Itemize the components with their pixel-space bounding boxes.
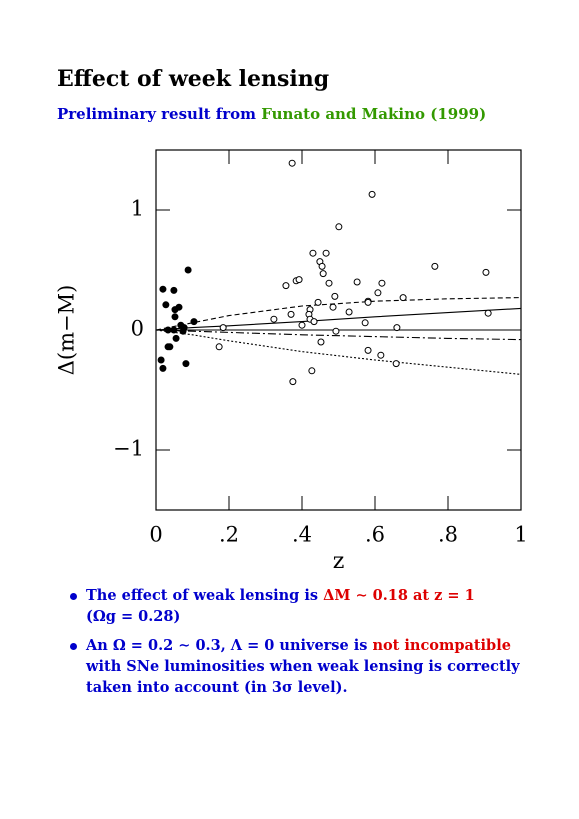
point — [378, 279, 386, 287]
y-tick-label: −1 — [113, 437, 144, 461]
curve — [155, 307, 522, 331]
curve — [155, 297, 522, 331]
point — [162, 301, 170, 309]
point — [399, 294, 407, 302]
point — [374, 289, 382, 297]
x-tick-label: .4 — [292, 523, 312, 547]
x-tick-label: 1 — [514, 523, 527, 547]
point — [310, 318, 318, 326]
point — [171, 306, 179, 314]
point — [318, 262, 326, 270]
point — [182, 360, 190, 368]
point — [332, 327, 340, 335]
curve — [155, 329, 522, 341]
x-tick-label: .2 — [219, 523, 239, 547]
point — [184, 266, 192, 274]
point — [322, 249, 330, 257]
point — [368, 190, 376, 198]
point — [331, 292, 339, 300]
point — [282, 282, 290, 290]
point — [289, 378, 297, 386]
subtitle-part: Preliminary result from — [57, 105, 262, 123]
point — [377, 351, 385, 359]
point — [288, 159, 296, 167]
y-tick-label: 1 — [131, 197, 144, 221]
x-tick-label: .6 — [365, 523, 385, 547]
curve — [155, 329, 522, 375]
x-axis-label: z — [333, 549, 345, 574]
point — [164, 326, 172, 334]
point — [157, 356, 165, 364]
point — [270, 315, 278, 323]
point — [329, 303, 337, 311]
bullet-line: with SNe luminosities when weak lensing … — [86, 658, 520, 675]
point — [171, 313, 179, 321]
point — [319, 270, 327, 278]
point — [353, 278, 361, 286]
text-segment: An Ω = 0.2 ∼ 0.3, Λ = 0 universe is — [86, 637, 373, 654]
point — [166, 343, 174, 351]
point — [170, 286, 178, 294]
point — [295, 276, 303, 284]
point — [298, 321, 306, 329]
bullet-line: taken into account (in 3σ level). — [86, 679, 348, 696]
bullet-line: (Ωg = 0.28) — [86, 608, 180, 625]
subtitle-part: Funato and Makino (1999) — [261, 105, 487, 123]
text-segment: taken into account (in 3σ level). — [86, 679, 348, 696]
point — [172, 334, 180, 342]
point — [325, 279, 333, 287]
bullet-line: The effect of weak lensing is ΔM ∼ 0.18 … — [86, 587, 475, 604]
bullet-line: An Ω = 0.2 ∼ 0.3, Λ = 0 universe is not … — [86, 637, 511, 654]
point — [361, 319, 369, 327]
point — [335, 223, 343, 231]
point — [482, 268, 490, 276]
text-segment: ΔM ∼ 0.18 at z = 1 — [323, 587, 475, 604]
point — [393, 324, 401, 332]
title: Effect of week lensing — [57, 66, 330, 92]
point — [179, 327, 187, 335]
point — [219, 324, 227, 332]
x-tick-label: 0 — [149, 523, 162, 547]
chart: 0 .2 .4 .6 .8 1 −1 0 1 z Δ(m−M) — [55, 149, 528, 574]
text-segment: (Ωg = 0.28) — [86, 608, 181, 625]
subtitle: Preliminary result from Funato and Makin… — [57, 105, 486, 123]
point — [392, 360, 400, 368]
point — [364, 298, 372, 306]
point — [308, 367, 316, 375]
text-segment: with SNe luminosities when weak lensing … — [86, 658, 520, 675]
bullet-dot — [70, 593, 77, 600]
text-segment: not incompatible — [372, 637, 511, 654]
point — [309, 249, 317, 257]
point — [190, 318, 198, 326]
point — [287, 310, 295, 318]
x-tick-label: .8 — [438, 523, 458, 547]
point — [484, 309, 492, 317]
point — [317, 338, 325, 346]
y-axis-label: Δ(m−M) — [55, 285, 79, 376]
point — [345, 308, 353, 316]
point — [314, 298, 322, 306]
point — [159, 285, 167, 293]
point — [170, 326, 178, 334]
point — [159, 364, 167, 372]
point — [215, 343, 223, 351]
bullet-dot — [70, 643, 77, 650]
text-segment: The effect of weak lensing is — [86, 587, 324, 604]
y-tick-label: 0 — [131, 317, 144, 341]
point — [431, 262, 439, 270]
point — [364, 346, 372, 354]
